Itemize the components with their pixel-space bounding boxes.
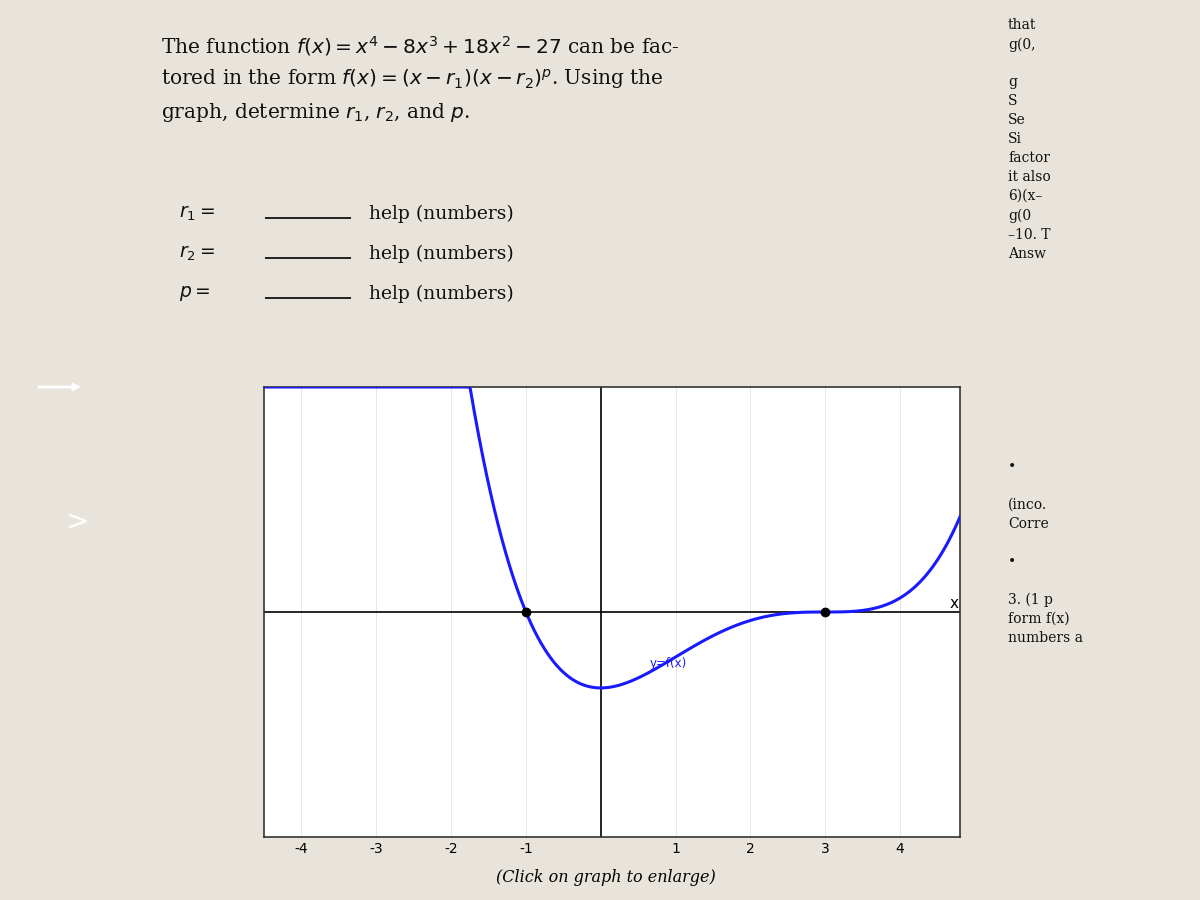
Text: >: > (66, 508, 90, 536)
Text: •

(inco.
Corre

•

3. (1 p
form f(x)
numbers a: • (inco. Corre • 3. (1 p form f(x) numbe… (1008, 441, 1084, 645)
Text: (Click on graph to enlarge): (Click on graph to enlarge) (496, 869, 716, 886)
Text: $r_1 =$: $r_1 =$ (179, 204, 215, 222)
Text: The function $f(x) = x^4 - 8x^3 + 18x^2 - 27$ can be fac-
tored in the form $f(x: The function $f(x) = x^4 - 8x^3 + 18x^2 … (161, 33, 680, 123)
Text: that
g(0,

g
S
Se
Si
factor
it also
6)(x–
g(0
–10. T
Answ: that g(0, g S Se Si factor it also 6)(x–… (1008, 18, 1051, 260)
Text: $r_2 =$: $r_2 =$ (179, 244, 215, 263)
Text: help (numbers): help (numbers) (368, 284, 514, 302)
Text: help (numbers): help (numbers) (368, 204, 514, 222)
Text: help (numbers): help (numbers) (368, 244, 514, 263)
Text: x: x (949, 596, 959, 611)
Text: y=f(x): y=f(x) (649, 658, 686, 670)
Text: $p =$: $p =$ (179, 284, 210, 303)
